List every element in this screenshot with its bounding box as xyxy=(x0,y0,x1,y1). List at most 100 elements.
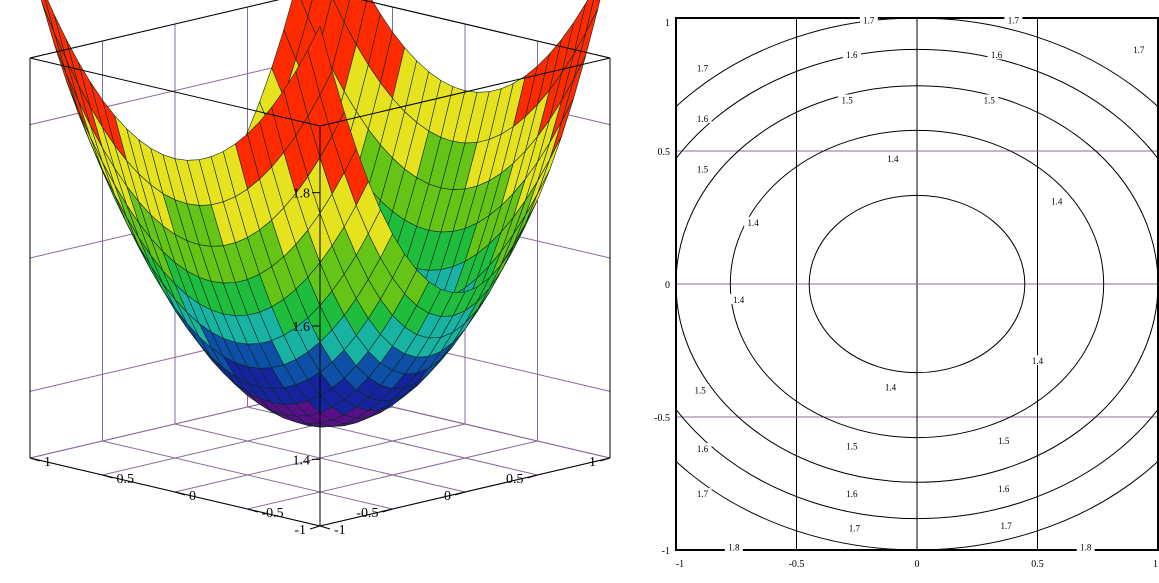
contour-label-bg xyxy=(994,482,1013,493)
contour-label-bg xyxy=(842,488,861,499)
y-axis-tick xyxy=(309,525,321,530)
contour-lines xyxy=(676,18,1158,550)
contour-labels: 1.4 1.4 1.4 1.4 1.4 1.4 1.5 1.5 1.5 1.5 1.5 1.5 1.6 1… xyxy=(691,14,1148,552)
x-axis-tick-label: -0.5 xyxy=(789,559,805,570)
contour-label: 1.4 xyxy=(733,295,745,305)
contour-line-1-6 xyxy=(676,85,1158,483)
contour-line-1-7 xyxy=(676,48,1158,520)
contour-label: 1.6 xyxy=(998,484,1010,494)
surface-mesh xyxy=(40,0,601,428)
contour-label-bg xyxy=(1047,195,1066,206)
y-axis-tick-label: -0.5 xyxy=(356,506,378,521)
contour-label: 1.7 xyxy=(697,489,709,499)
y-axis-tick xyxy=(454,491,466,496)
contour-label: 1.6 xyxy=(697,114,709,124)
x-axis-tick-label: -1 xyxy=(334,523,346,538)
contour-label: 1.4 xyxy=(747,218,759,228)
contour-label-bg xyxy=(980,94,999,105)
contour-label-bg xyxy=(1004,14,1023,25)
y-axis-tick-label: -0.5 xyxy=(654,413,670,424)
y-axis-tick xyxy=(382,508,393,513)
contour-label: 1.6 xyxy=(846,50,858,60)
contour-label-bg xyxy=(744,216,763,227)
y-axis-tick-label: 0.5 xyxy=(658,147,671,158)
contour-line-1-4 xyxy=(808,194,1026,374)
contour-label-bg xyxy=(1028,355,1047,366)
surface-patch xyxy=(300,0,313,18)
contour-label-bg xyxy=(724,541,743,552)
contour-label-bg xyxy=(1076,541,1095,552)
contour-label: 1.7 xyxy=(849,524,861,534)
y-axis-tick xyxy=(599,457,611,462)
x-axis-tick-label: 0 xyxy=(189,489,196,504)
z-axis-tick-label: 1.6 xyxy=(293,320,311,335)
surface-plot: -1 -1 -0.5 -0.5 0 0 0.5 0.5 1 1 1.4 1.6 1.8 xyxy=(29,0,611,538)
contour-label: 1.7 xyxy=(697,64,709,74)
x-axis-tick-label: 0 xyxy=(915,559,920,570)
x-axis-tick-label: 0.5 xyxy=(117,472,135,487)
contour-label-bg xyxy=(693,113,712,124)
x-axis-tick-label: -1 xyxy=(676,559,684,570)
contour-label: 1.5 xyxy=(697,165,709,175)
contour-label: 1.7 xyxy=(1133,45,1145,55)
contour-label-bg xyxy=(994,434,1013,445)
contour-label: 1.8 xyxy=(728,542,740,552)
contour-label: 1.7 xyxy=(1001,521,1013,531)
contour-label: 1.4 xyxy=(1051,197,1063,207)
y-axis-tick-label: 0 xyxy=(444,489,451,504)
x-axis-tick-label: 1 xyxy=(1153,559,1158,570)
contour-label-bg xyxy=(729,293,748,304)
frame-edge xyxy=(360,0,611,59)
contour-label: 1.5 xyxy=(694,385,706,395)
y-axis-tick-label: 0.5 xyxy=(506,472,524,487)
z-axis-tick-label: 1.8 xyxy=(293,187,311,202)
frame-edge xyxy=(29,0,280,59)
x-axis-tick xyxy=(174,491,186,496)
contour-label: 1.6 xyxy=(991,50,1003,60)
contour-label: 1.4 xyxy=(885,383,897,393)
x-axis-tick xyxy=(247,508,258,513)
contour-label-bg xyxy=(845,522,864,533)
z-axis-tick-label: 1.4 xyxy=(293,453,311,468)
y-axis-tick xyxy=(527,474,538,479)
contour-label-bg xyxy=(693,488,712,499)
contour-label: 1.6 xyxy=(697,444,709,454)
contour-label-bg xyxy=(881,381,900,392)
contour-label-bg xyxy=(842,49,861,60)
contour-grid-lines xyxy=(675,17,1159,551)
frame-edge xyxy=(319,57,611,127)
x-axis-tick xyxy=(29,457,41,462)
y-axis-tick-label: 1 xyxy=(665,18,670,29)
y-axis-tick-label: 0 xyxy=(665,280,670,291)
contour-label-bg xyxy=(693,442,712,453)
contour-label-bg xyxy=(883,152,902,163)
contour-label: 1.8 xyxy=(1080,542,1092,552)
contour-label-bg xyxy=(842,440,861,451)
x-axis-tick-label: 0.5 xyxy=(1031,559,1044,570)
contour-label: 1.5 xyxy=(984,95,996,105)
contour-line-1-5 xyxy=(729,129,1105,439)
contour-label: 1.7 xyxy=(1008,16,1020,26)
contour-label-bg xyxy=(859,14,878,25)
y-axis-tick-label: 1 xyxy=(589,455,596,470)
contour-label: 1.4 xyxy=(1032,356,1044,366)
contour-label: 1.5 xyxy=(846,441,858,451)
contour-label-bg xyxy=(838,94,857,105)
x-axis-tick xyxy=(102,474,113,479)
contour-label: 1.7 xyxy=(863,16,875,26)
surface-tick-labels: -1 -1 -0.5 -0.5 0 0 0.5 0.5 1 1 1.4 1.6 1.8 xyxy=(29,187,611,538)
contour-label: 1.4 xyxy=(887,154,899,164)
y-axis-tick-label: -1 xyxy=(294,523,306,538)
contour-label: 1.5 xyxy=(841,95,853,105)
surface-patch xyxy=(307,25,333,96)
contour-plot: 1.4 1.4 1.4 1.4 1.4 1.4 1.5 1.5 1.5 1.5 1.5 1.5 1.6 1… xyxy=(654,14,1159,570)
contour-label: 1.6 xyxy=(846,489,858,499)
contour-tick-labels: -1 -1 -0.5 -0.5 0 0 0.5 0.5 1 1 xyxy=(654,18,1158,570)
x-axis-tick-label: 1 xyxy=(44,455,51,470)
contour-label-bg xyxy=(691,384,710,395)
contour-label-bg xyxy=(1129,43,1148,54)
contour-label-bg xyxy=(987,49,1006,60)
x-axis-tick-label: -0.5 xyxy=(262,506,284,521)
contour-label-bg xyxy=(693,163,712,174)
contour-label: 1.5 xyxy=(998,436,1010,446)
